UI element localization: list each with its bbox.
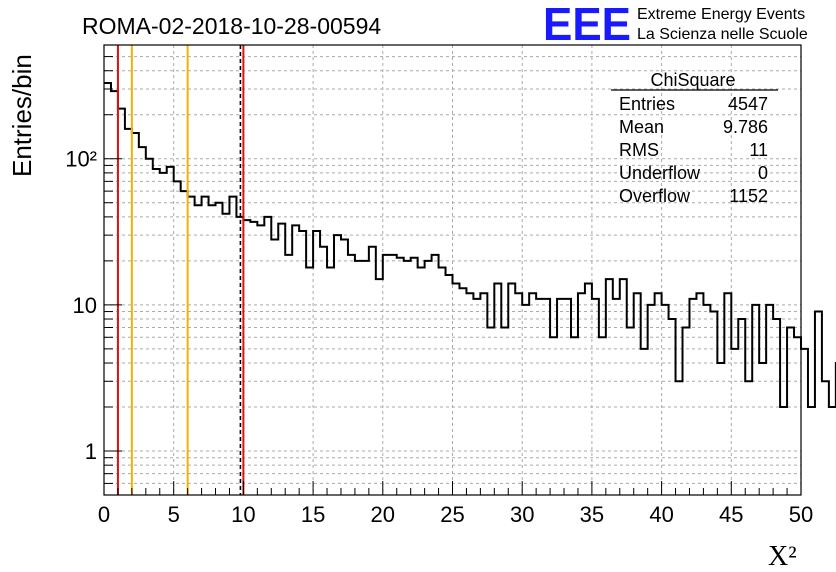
x-tick-label: 40 <box>649 502 673 527</box>
logo-line-2: La Scienza nelle Scuole <box>637 26 808 43</box>
y-axis-ticks: 1 10 10² <box>65 56 122 484</box>
stats-label: Overflow <box>619 186 691 206</box>
stats-box: ChiSquare Entries 4547 Mean 9.786 RMS 11 Under… <box>611 70 778 206</box>
reference-lines <box>116 45 245 495</box>
y-tick-label: 1 <box>85 439 97 464</box>
x-tick-label: 15 <box>301 502 325 527</box>
y-axis-label: Entries/bin <box>7 54 37 177</box>
x-tick-label: 35 <box>580 502 604 527</box>
x-axis-ticks: 0 5 10 15 20 25 30 35 40 45 50 <box>98 481 813 527</box>
stats-value: 9.786 <box>723 117 768 137</box>
x-tick-label: 10 <box>231 502 255 527</box>
grid-lines <box>104 45 801 495</box>
x-tick-label: 25 <box>440 502 464 527</box>
y-tick-label: 10 <box>73 293 97 318</box>
x-tick-label: 0 <box>98 502 110 527</box>
histogram-steps <box>104 81 836 409</box>
x-tick-label: 5 <box>168 502 180 527</box>
y-tick-label: 10² <box>65 147 97 172</box>
stats-title: ChiSquare <box>650 70 735 90</box>
x-axis-label: X² <box>768 541 797 572</box>
histogram <box>104 81 836 409</box>
x-tick-label: 50 <box>789 502 813 527</box>
stats-label: Entries <box>619 94 675 114</box>
x-tick-label: 30 <box>510 502 534 527</box>
stats-label: Mean <box>619 117 664 137</box>
eee-logo-mark: EEE <box>543 0 631 50</box>
stats-value: 0 <box>758 163 768 183</box>
logo-line-1: Extreme Energy Events <box>637 6 805 23</box>
chart-title: ROMA-02-2018-10-28-00594 <box>82 13 381 39</box>
x-tick-label: 20 <box>371 502 395 527</box>
x-tick-label: 45 <box>719 502 743 527</box>
stats-value: 4547 <box>728 94 768 114</box>
stats-value: 11 <box>749 140 768 160</box>
stats-label: RMS <box>619 140 659 160</box>
stats-value: 1152 <box>729 186 768 206</box>
eee-logo: EEE Extreme Energy Events La Scienza nel… <box>543 0 808 50</box>
stats-label: Underflow <box>619 163 701 183</box>
